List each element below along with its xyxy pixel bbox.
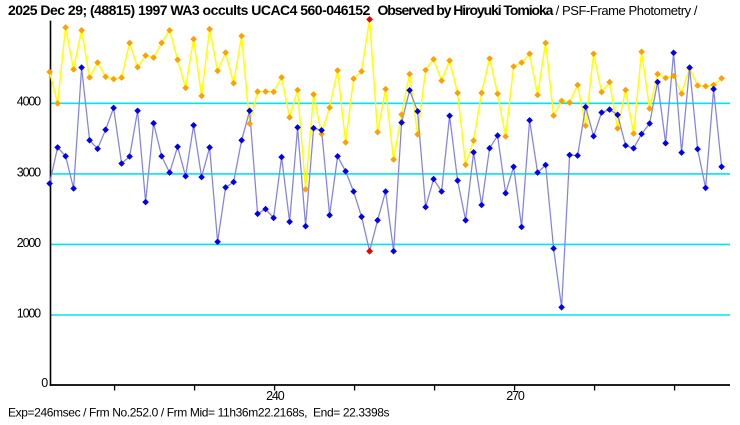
svg-text:Observed by Hiroyuki Tomioka: Observed by Hiroyuki Tomioka — [378, 2, 554, 18]
svg-text:/ PSF-Frame Photometry /: / PSF-Frame Photometry / — [553, 3, 698, 18]
svg-text:240: 240 — [266, 389, 285, 403]
svg-text:3000: 3000 — [17, 166, 41, 180]
svg-text:4000: 4000 — [17, 94, 41, 108]
svg-text:Exp=246msec / Frm No.252.0 / F: Exp=246msec / Frm No.252.0 / Frm Mid= 11… — [8, 406, 390, 420]
svg-text:0: 0 — [41, 376, 48, 390]
svg-text:2000: 2000 — [17, 236, 41, 250]
svg-text:270: 270 — [506, 389, 525, 403]
svg-text:1000: 1000 — [17, 307, 41, 321]
svg-text:2025 Dec 29; (48815) 1997 WA3: 2025 Dec 29; (48815) 1997 WA3 occults UC… — [8, 2, 371, 18]
